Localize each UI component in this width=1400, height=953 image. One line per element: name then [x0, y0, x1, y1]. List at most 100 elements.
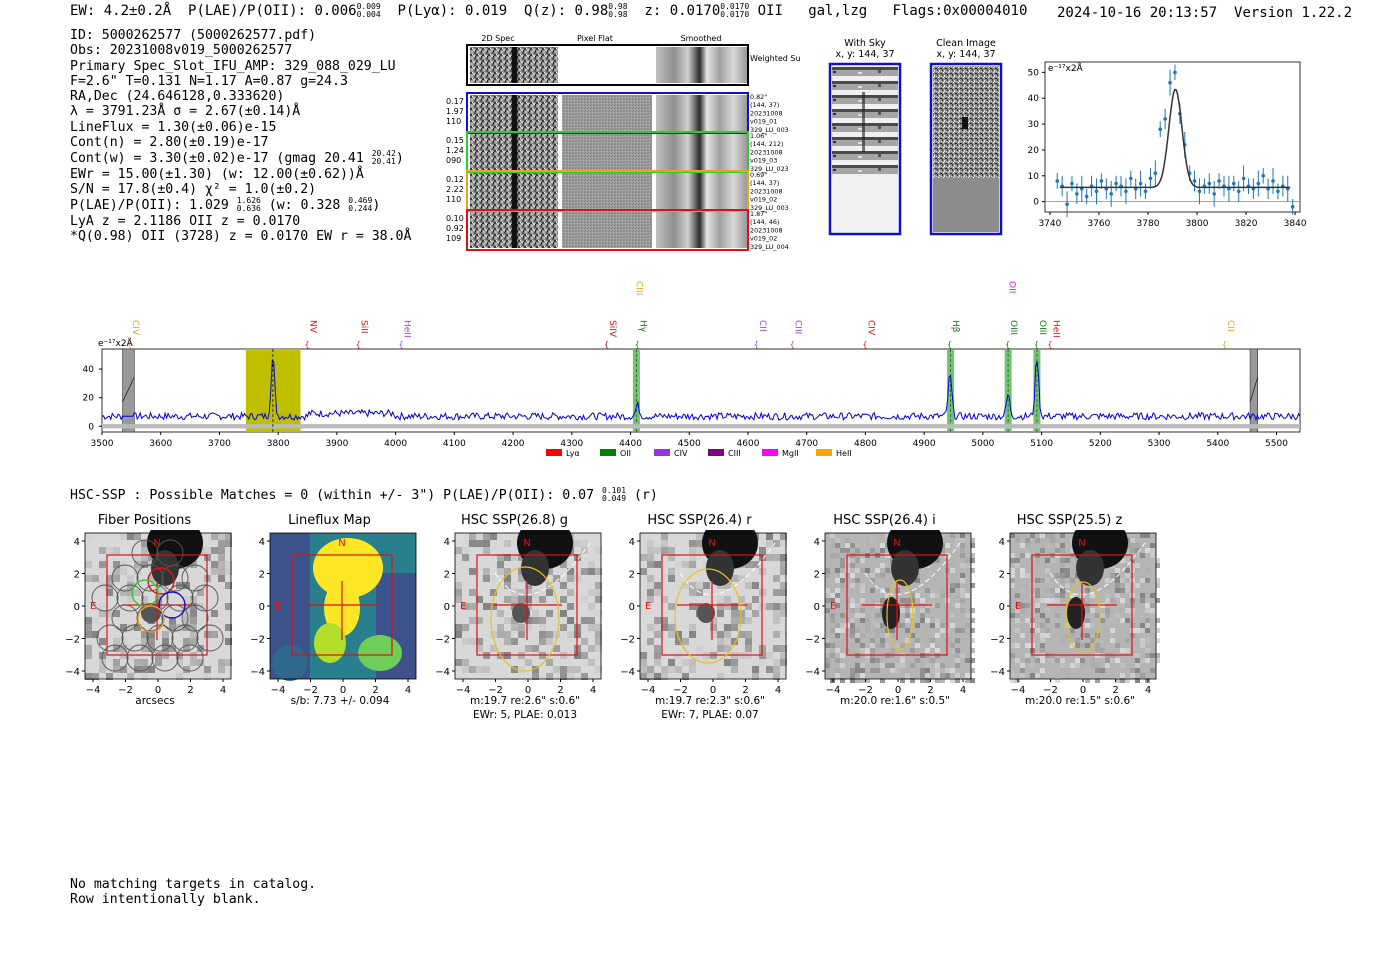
panel-xtick-label: 2 [742, 685, 748, 696]
zoom-ytick-label: 50 [1028, 68, 1040, 78]
zoom-line-plot: 3740 3760 3780 3800 3820 3840 50 40 30 20 10 0 e⁻¹⁷… [1028, 61, 1307, 229]
panel-ytick-label: 4 [74, 537, 80, 548]
panel-xtick-label: 4 [960, 685, 966, 696]
zoom-data-point [1070, 181, 1074, 186]
zoom-data-point [1173, 70, 1177, 75]
fiber-circle [166, 584, 194, 612]
zoom-data-point [1099, 179, 1104, 183]
zoom-data-point [1212, 192, 1216, 196]
panel-xtick-label: −2 [488, 685, 503, 696]
aperture-box [661, 554, 763, 656]
panel-xtick-label: −2 [303, 685, 318, 696]
emission-line-marker: { [1005, 340, 1010, 349]
spectrum-line [101, 359, 1301, 422]
image-panels: Fiber Positions N E −4 −2 0 2 4 4 2 0 −2 −4 arcsecs Li… [0, 510, 1400, 730]
cutout-right-label: 0.82" [750, 93, 767, 101]
panel-ytick-label: 4 [999, 537, 1005, 548]
emission-line-label: HeII [402, 320, 412, 338]
zoom-data-point [1271, 179, 1275, 183]
fiber-green [131, 579, 159, 607]
panel-xtick-label: 4 [220, 685, 226, 696]
emission-line-marker: { [1047, 340, 1052, 349]
emission-line-marker: { [947, 340, 952, 349]
cont-w: Cont(w) = 3.30(±0.02)e-17 (gmag 20.41 20… [70, 149, 404, 167]
panel-ytick-label: 2 [999, 570, 1005, 581]
panel-xtick-label: 2 [187, 685, 193, 696]
zoom-data-point [1256, 181, 1261, 186]
panel-caption-2: EWr: 5, PLAE: 0.013 [472, 709, 578, 721]
cutout-right-label: 329_LU_003 [750, 126, 789, 134]
legend-label: MgII [782, 449, 799, 458]
cutout-right-label: v019_02 [750, 196, 777, 204]
spectrum-xtick-label: 5100 [1030, 439, 1053, 449]
zoom-data-point [1207, 181, 1212, 186]
full-spectrum-plot: 3500 3600 3700 3800 3900 4000 4100 4200 4300 4400… [83, 281, 1301, 458]
east-label: E [830, 601, 836, 612]
cutout-right-label: 20231008 [750, 226, 783, 234]
lambda-sigma: λ = 3791.23Å σ = 2.67(±0.14)Å [70, 104, 301, 120]
ew-value: EW: 4.2±0.2Å [70, 3, 172, 19]
qz-lo: 0.98 [608, 10, 628, 19]
panel-image: N E −4 −2 0 2 4 4 2 0 −2 −4 [805, 530, 975, 696]
panel-ytick-label: −4 [250, 667, 265, 678]
legend-label: CIII [728, 449, 741, 458]
zoom-ytick-label: 10 [1028, 172, 1040, 182]
fiber-circle [116, 584, 144, 612]
panel-ytick-label: 2 [74, 570, 80, 581]
fiber-circle [91, 584, 119, 612]
white-dashed-arc [1049, 542, 1146, 596]
spectrum-xtick-label: 4800 [854, 439, 877, 449]
aperture-box [1031, 554, 1133, 656]
col-label-pixelflat: Pixel Flat [577, 34, 613, 43]
image-panel: HSC SSP(25.5) z N E −4 −2 0 2 4 4 2 0 −2 −4 m:20.0 re… [977, 510, 1162, 725]
panel-ytick-label: −2 [250, 635, 265, 646]
panel-title: HSC SSP(26.4) r [647, 513, 752, 528]
zoom-data-point [1241, 176, 1246, 181]
detection-id: ID: 5000262577 (5000262577.pdf) [70, 28, 317, 43]
zoom-data-point [1153, 171, 1158, 176]
emission-line-marker: { [127, 340, 132, 349]
spectrum-xtick-label: 3500 [91, 439, 114, 449]
spectrum-xtick-label: 5400 [1206, 439, 1229, 449]
spectrum-ytick-label: 0 [88, 422, 94, 432]
fiber-params: F=2.6" T=0.131 N=1.17 A=0.87 g=24.3 [70, 73, 348, 89]
north-label: N [893, 538, 900, 549]
timestamp-version: 2024-10-16 20:13:57 Version 1.22.2 [1057, 5, 1352, 21]
spectrum-xtick-label: 4700 [795, 439, 818, 449]
emission-line-marker: { [862, 340, 867, 349]
z-hi: 0.0170 [720, 2, 750, 11]
zoom-data-point [1065, 202, 1069, 207]
panel-ytick-label: −2 [805, 635, 820, 646]
legend-swatch [708, 449, 724, 456]
hsc-summary: HSC-SSP : Possible Matches = 0 (within +… [70, 487, 658, 504]
panel-ytick-label: 2 [444, 570, 450, 581]
spectrum-xtick-label: 4300 [560, 439, 583, 449]
fiber-circle [171, 624, 199, 652]
flags-value: Flags:0x00004010 [892, 3, 1028, 19]
cutout-right-label: (144, 37) [750, 179, 779, 187]
spectrum-xtick-label: 5200 [1089, 439, 1112, 449]
panel-xtick-label: −2 [858, 685, 873, 696]
fiber-circle [191, 584, 219, 612]
spectrum-ylabel: e⁻¹⁷x2Å [98, 337, 134, 349]
emission-line-label: CII [757, 320, 767, 332]
panel-ytick-label: 0 [814, 602, 820, 613]
hsc-matches: HSC-SSP : Possible Matches = 0 (within +… [70, 488, 595, 503]
legend-label: HeII [836, 449, 852, 458]
zoom-data-point [1124, 189, 1128, 194]
legend-swatch [762, 449, 778, 456]
zoom-data-point [1197, 189, 1202, 194]
clean-image [929, 62, 1003, 236]
legend-label: CIV [674, 449, 688, 458]
cutout-right-label: 1.06" [750, 132, 767, 140]
weighted-sum-label: Weighted Sum [750, 54, 800, 63]
cutout-left-label: 2.22 [446, 185, 464, 194]
zoom-xtick-label: 3820 [1235, 219, 1258, 229]
emission-line-marker: { [604, 340, 609, 349]
upper-line-label: OII [1006, 281, 1016, 293]
legend-swatch [546, 449, 562, 456]
panel-xtick-label: −4 [641, 685, 656, 696]
panel-title: HSC SSP(26.4) i [833, 513, 936, 528]
